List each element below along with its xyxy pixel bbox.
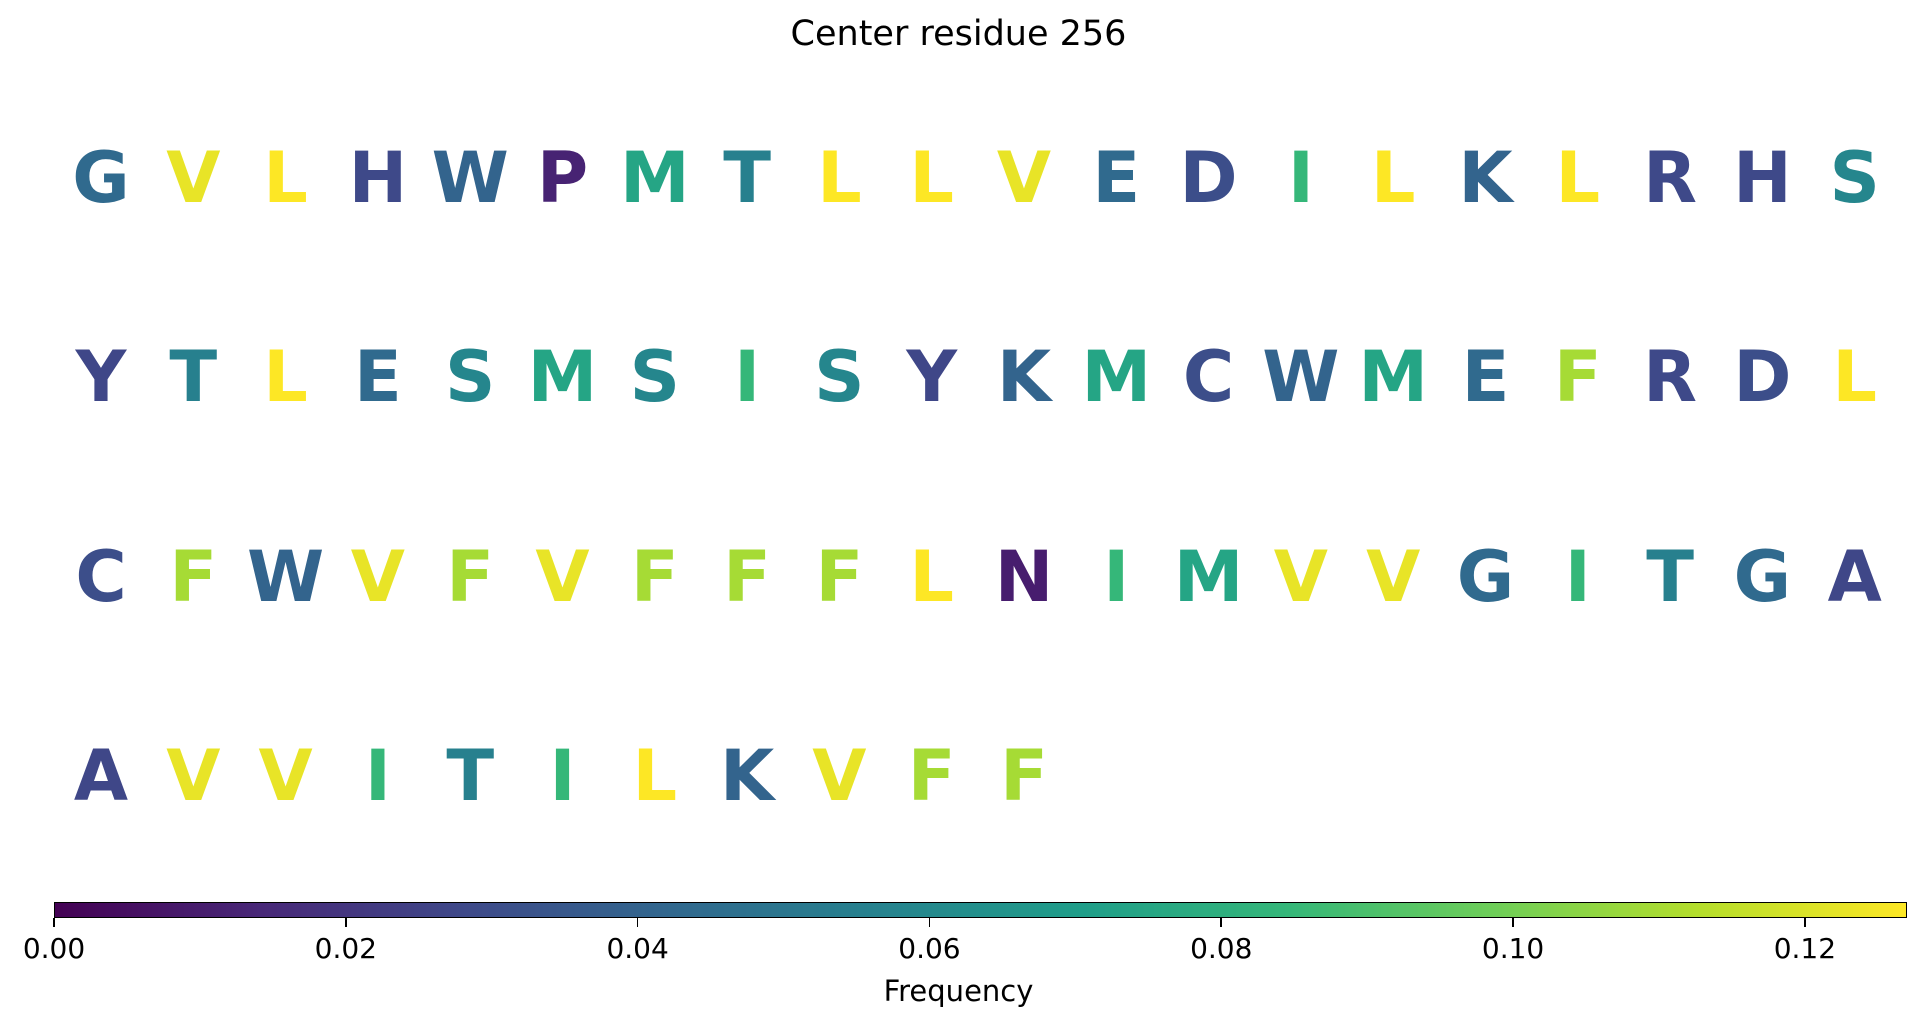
residue-letter: M (527, 336, 598, 418)
residue-letter: M (619, 137, 690, 219)
residue-letter: V (535, 536, 590, 618)
residue-letter: I (364, 735, 391, 817)
residue-letter: T (446, 735, 495, 817)
residue-letter: K (1458, 137, 1513, 219)
residue-letter: S (629, 336, 681, 418)
residue-letter: D (1179, 137, 1238, 219)
colorbar-tick (928, 918, 931, 927)
residue-letter: L (909, 536, 954, 618)
colorbar-label: Frequency (883, 974, 1034, 1008)
colorbar-tick (53, 918, 55, 927)
colorbar-tick-label: 0.10 (1481, 932, 1545, 965)
residue-letter: S (444, 336, 496, 418)
residue-letter: G (1456, 536, 1515, 618)
residue-letter: T (1646, 536, 1694, 618)
residue-letter: L (1370, 137, 1416, 219)
residue-letter: L (909, 137, 954, 219)
colorbar-tick-label: 0.12 (1773, 932, 1837, 965)
residue-letter: L (632, 735, 678, 817)
residue-letter: S (814, 336, 865, 418)
residue-letter: L (263, 137, 308, 219)
residue-letter: M (1081, 336, 1152, 418)
colorbar-tick (345, 918, 347, 927)
residue-letter: P (536, 137, 589, 219)
residue-letter: I (549, 735, 576, 817)
residue-letter: E (1092, 137, 1141, 219)
residue-letter: L (1832, 336, 1877, 418)
residue-letter: R (1643, 137, 1698, 219)
residue-letter: F (630, 536, 679, 618)
residue-letter: C (75, 536, 127, 618)
residue-letter: F (723, 536, 772, 618)
residue-letter: W (246, 536, 325, 618)
colorbar-tick-label: 0.06 (898, 932, 961, 965)
residue-letter: L (263, 336, 308, 418)
residue-letter: K (996, 336, 1052, 418)
residue-letter: I (734, 336, 761, 418)
residue-letter: V (1366, 536, 1421, 618)
colorbar-tick (1220, 918, 1222, 927)
residue-letter: A (1827, 536, 1882, 618)
residue-letter: A (73, 735, 129, 817)
colorbar-tick (1804, 918, 1806, 927)
residue-letter: I (1103, 536, 1130, 618)
residue-letter: F (169, 536, 218, 618)
residue-letter: H (1733, 137, 1792, 219)
residue-letter: G (1733, 536, 1792, 618)
residue-letter: V (812, 735, 867, 817)
residue-letter: V (996, 137, 1052, 219)
colorbar-tick-label: 0.04 (606, 932, 669, 965)
residue-letter: V (350, 536, 405, 618)
residue-letter: E (1461, 336, 1510, 418)
colorbar-tick-label: 0.08 (1190, 932, 1253, 965)
colorbar (54, 902, 1907, 918)
residue-letter: F (1553, 336, 1602, 418)
colorbar-tick (1512, 918, 1514, 927)
residue-letter: V (166, 735, 221, 817)
residue-letter: M (1358, 336, 1429, 418)
residue-letter: V (258, 735, 313, 817)
colorbar-tick (636, 918, 639, 927)
residue-letter: Y (906, 336, 958, 418)
residue-letter: W (431, 137, 509, 219)
residue-letter: F (907, 735, 956, 817)
residue-letter: M (1173, 536, 1244, 618)
residue-letter: T (169, 336, 218, 418)
residue-letter: F (815, 536, 864, 618)
residue-letter: K (719, 735, 775, 817)
residue-letter: F (1000, 735, 1048, 817)
colorbar-tick-label: 0.02 (314, 932, 377, 965)
residue-letter: I (1287, 137, 1314, 219)
chart-title: Center residue 256 (790, 14, 1127, 54)
residue-letter: L (1555, 137, 1601, 219)
residue-letter: F (446, 536, 495, 618)
residue-letter: V (166, 137, 221, 219)
residue-letter: I (1564, 536, 1591, 618)
residue-letter: T (723, 137, 771, 219)
residue-letter: N (994, 536, 1054, 618)
residue-letter: H (348, 137, 408, 219)
residue-letter: Y (75, 336, 127, 418)
residue-letter: V (1273, 536, 1328, 618)
residue-letter: L (817, 137, 862, 219)
colorbar-tick-label: 0.00 (22, 932, 86, 965)
residue-letter: S (1829, 137, 1880, 219)
residue-letter: G (72, 137, 130, 219)
residue-letter: E (353, 336, 402, 418)
residue-letter: W (1262, 336, 1340, 418)
residue-letter: C (1182, 336, 1235, 418)
residue-letter: D (1733, 336, 1792, 418)
residue-letter: R (1643, 336, 1698, 418)
